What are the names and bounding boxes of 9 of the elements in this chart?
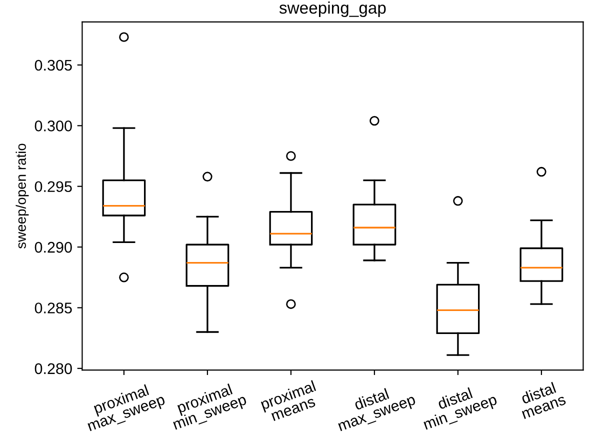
y-tick-label: 0.290 — [34, 242, 72, 253]
y-tick-label: 0.285 — [34, 302, 72, 314]
chart-title: sweeping_gap — [279, 1, 386, 18]
y-tick-label: 0.305 — [34, 60, 72, 71]
y-tick-label: 0.280 — [34, 363, 72, 374]
y-tick-label: 0.300 — [34, 120, 72, 132]
y-tick-label: 0.295 — [34, 181, 72, 192]
x-tick-label: distal means — [520, 382, 566, 420]
y-axis-title: sweep/open ratio — [16, 144, 29, 249]
